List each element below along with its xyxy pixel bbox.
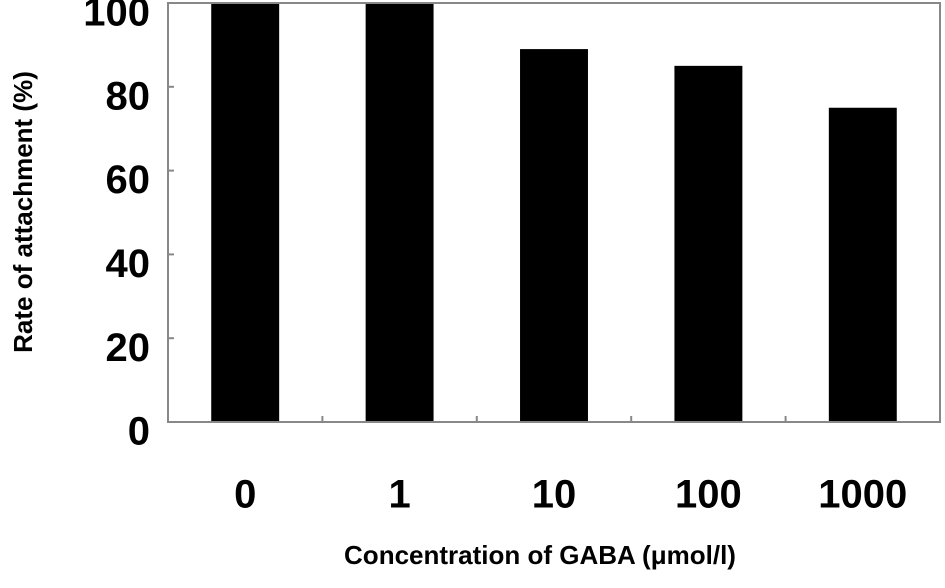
plot-frame <box>167 2 941 423</box>
y-axis-label: Rate of attachment (%) <box>8 71 38 353</box>
x-tick-label: 10 <box>532 473 577 517</box>
y-tick-label: 60 <box>106 158 151 202</box>
y-tick-label: 80 <box>106 74 151 118</box>
x-tick-label: 1 <box>388 473 410 517</box>
bar <box>211 3 280 422</box>
y-tick-label: 0 <box>128 410 150 454</box>
x-tick-label: 100 <box>675 473 742 517</box>
y-tick-label: 20 <box>106 326 151 370</box>
x-axis-label: Concentration of GABA (μmol/l) <box>344 540 736 570</box>
y-tick-label: 40 <box>106 242 151 286</box>
y-tick-label: 100 <box>83 0 150 35</box>
bar <box>520 49 588 423</box>
x-tick-label: 1000 <box>818 473 907 517</box>
bar <box>365 3 434 422</box>
bar <box>674 65 743 422</box>
x-tick-label: 0 <box>234 473 256 517</box>
bar <box>828 107 897 422</box>
